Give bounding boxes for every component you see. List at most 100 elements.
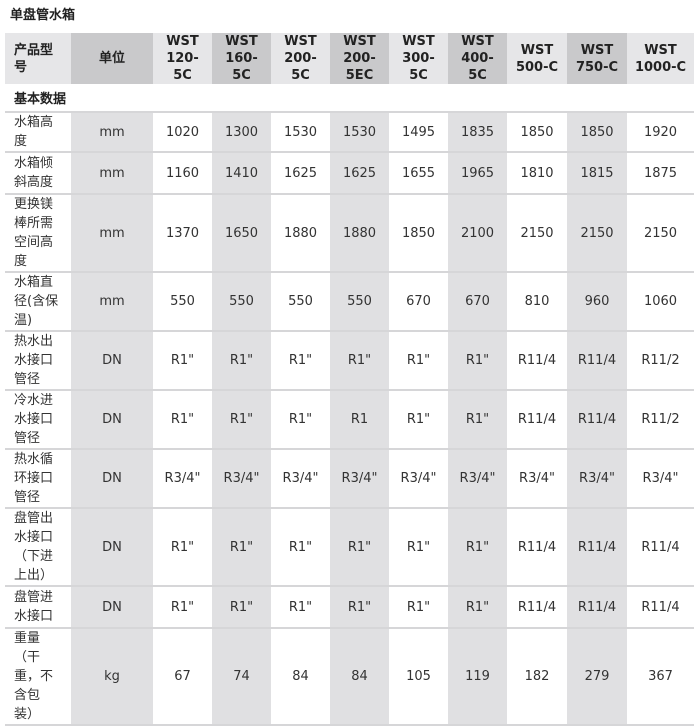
row-unit: mm: [71, 152, 153, 195]
cell-value: 1810: [507, 152, 567, 195]
cell-value: R1": [271, 508, 330, 587]
cell-value: 1160: [153, 152, 212, 195]
cell-value: 74: [212, 628, 271, 726]
row-label: 水箱直径(含保温): [5, 272, 71, 332]
row-unit: DN: [71, 586, 153, 629]
table-row: 重量（干重，不含包装） kg 67 74 84 84 105 119 182 279 367: [5, 628, 694, 726]
cell-value: R3/4": [153, 449, 212, 509]
table-row: 热水出水接口管径 DN R1" R1" R1" R1" R1" R1" R11/4 R11/4 R1…: [5, 331, 694, 391]
cell-value: R1": [271, 390, 330, 450]
cell-value: 182: [507, 628, 567, 726]
cell-value: 1850: [389, 194, 448, 273]
cell-value: 84: [330, 628, 389, 726]
cell-value: 1815: [567, 152, 627, 195]
cell-value: R1": [448, 508, 507, 587]
cell-value: 67: [153, 628, 212, 726]
cell-value: 279: [567, 628, 627, 726]
cell-value: R3/4": [627, 449, 694, 509]
header-model: WST 200-5EC: [330, 33, 389, 84]
cell-value: 2150: [627, 194, 694, 273]
section-title: 基本数据: [5, 84, 694, 113]
cell-value: R1": [389, 331, 448, 391]
table-row: 冷水进水接口管径 DN R1" R1" R1" R1 R1" R1" R11/4 R11/4 R11…: [5, 390, 694, 450]
cell-value: 1965: [448, 152, 507, 195]
cell-value: 960: [567, 272, 627, 332]
section-row: 基本数据: [5, 84, 694, 113]
cell-value: 1880: [330, 194, 389, 273]
header-model: WST 400-5C: [448, 33, 507, 84]
cell-value: R1": [153, 508, 212, 587]
cell-value: 84: [271, 628, 330, 726]
row-label: 盘管进水接口: [5, 586, 71, 629]
header-model: WST 750-C: [567, 33, 627, 84]
cell-value: R1": [330, 586, 389, 629]
row-label: 更换镁棒所需空间高度: [5, 194, 71, 273]
cell-value: R1": [212, 390, 271, 450]
row-unit: mm: [71, 112, 153, 153]
table-row: 热水循环接口管径 DN R3/4" R3/4" R3/4" R3/4" R3/4" R3/4"…: [5, 449, 694, 509]
cell-value: 1020: [153, 112, 212, 153]
cell-value: 550: [330, 272, 389, 332]
table-row: 水箱倾斜高度 mm 1160 1410 1625 1625 1655 1965 1810 1815…: [5, 152, 694, 195]
cell-value: 2150: [567, 194, 627, 273]
spec-table: 产品型号 单位 WST 120-5C WST 160-5C WST 200-5C WST …: [5, 33, 694, 726]
cell-value: R1": [153, 586, 212, 629]
cell-value: 1655: [389, 152, 448, 195]
row-unit: DN: [71, 331, 153, 391]
cell-value: R1": [330, 331, 389, 391]
cell-value: R11/4: [507, 390, 567, 450]
cell-value: R1": [389, 508, 448, 587]
cell-value: 1835: [448, 112, 507, 153]
row-unit: mm: [71, 194, 153, 273]
cell-value: 1875: [627, 152, 694, 195]
header-model: WST 300-5C: [389, 33, 448, 84]
cell-value: 1410: [212, 152, 271, 195]
cell-value: 670: [448, 272, 507, 332]
cell-value: 1650: [212, 194, 271, 273]
cell-value: R1": [271, 331, 330, 391]
cell-value: R1": [153, 331, 212, 391]
cell-value: 1625: [330, 152, 389, 195]
cell-value: R11/4: [567, 331, 627, 391]
cell-value: R3/4": [567, 449, 627, 509]
table-row: 更换镁棒所需空间高度 mm 1370 1650 1880 1880 1850 2100 2150…: [5, 194, 694, 273]
header-label: 产品型号: [5, 33, 71, 84]
cell-value: R11/4: [567, 508, 627, 587]
cell-value: R1": [212, 586, 271, 629]
row-label: 水箱倾斜高度: [5, 152, 71, 195]
cell-value: R3/4": [212, 449, 271, 509]
cell-value: R11/2: [627, 331, 694, 391]
header-model: WST 160-5C: [212, 33, 271, 84]
row-unit: DN: [71, 449, 153, 509]
cell-value: R1": [330, 508, 389, 587]
cell-value: R11/4: [507, 331, 567, 391]
row-unit: DN: [71, 390, 153, 450]
cell-value: R11/4: [507, 508, 567, 587]
header-model: WST 500-C: [507, 33, 567, 84]
header-model: WST 120-5C: [153, 33, 212, 84]
header-unit: 单位: [71, 33, 153, 84]
row-label: 水箱高度: [5, 112, 71, 153]
cell-value: 550: [271, 272, 330, 332]
header-row: 产品型号 单位 WST 120-5C WST 160-5C WST 200-5C WST …: [5, 33, 694, 84]
row-label: 盘管出水接口（下进上出）: [5, 508, 71, 587]
table-row: 水箱直径(含保温) mm 550 550 550 550 670 670 810 960 1060: [5, 272, 694, 332]
cell-value: 1530: [330, 112, 389, 153]
cell-value: 1880: [271, 194, 330, 273]
cell-value: R1": [153, 390, 212, 450]
row-label: 热水循环接口管径: [5, 449, 71, 509]
cell-value: R11/4: [567, 390, 627, 450]
cell-value: R3/4": [271, 449, 330, 509]
cell-value: R11/4: [627, 586, 694, 629]
header-model: WST 1000-C: [627, 33, 694, 84]
cell-value: R1": [448, 390, 507, 450]
page-title: 单盘管水箱: [10, 8, 76, 23]
cell-value: 550: [153, 272, 212, 332]
cell-value: 105: [389, 628, 448, 726]
row-unit: DN: [71, 508, 153, 587]
cell-value: 1850: [567, 112, 627, 153]
cell-value: 550: [212, 272, 271, 332]
cell-value: R1": [389, 586, 448, 629]
cell-value: R11/4: [627, 508, 694, 587]
cell-value: R1": [271, 586, 330, 629]
